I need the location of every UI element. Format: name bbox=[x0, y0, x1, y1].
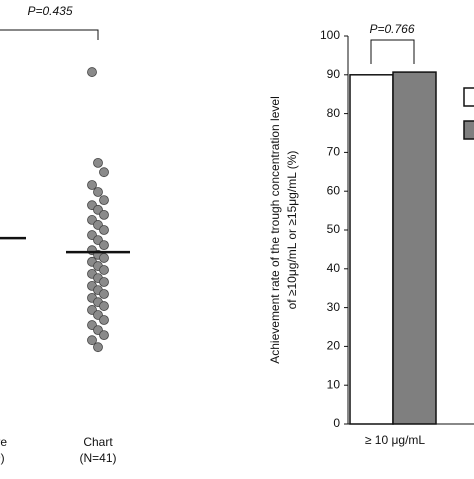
data-point bbox=[93, 157, 103, 168]
y-tick-label: 20 bbox=[327, 339, 341, 353]
y-tick-label: 0 bbox=[333, 416, 340, 430]
y-tick-label: 30 bbox=[327, 300, 341, 314]
data-point bbox=[99, 301, 109, 311]
data-point bbox=[99, 225, 109, 235]
data-point bbox=[87, 335, 97, 346]
data-point bbox=[99, 265, 109, 275]
data-point bbox=[99, 240, 109, 251]
y-axis-label: Achievement rate of the trough concentra… bbox=[268, 96, 282, 364]
y-tick-label: 10 bbox=[327, 377, 341, 391]
legend-swatch bbox=[463, 87, 474, 107]
legend-swatch bbox=[463, 120, 474, 140]
data-point bbox=[99, 209, 109, 220]
data-point bbox=[99, 315, 109, 325]
y-tick-label: 80 bbox=[327, 106, 341, 120]
data-point bbox=[99, 277, 109, 287]
y-tick-label: 100 bbox=[320, 28, 340, 42]
y-tick-label: 70 bbox=[327, 145, 341, 159]
x-tick-label: Chart bbox=[83, 435, 113, 449]
data-point bbox=[93, 187, 103, 197]
data-point bbox=[99, 253, 109, 263]
bar bbox=[392, 71, 437, 425]
x-tick-label: (39) bbox=[0, 451, 5, 465]
p-value: P=0.766 bbox=[369, 22, 414, 36]
x-tick-label: ware bbox=[0, 435, 7, 449]
y-tick-label: 60 bbox=[327, 183, 341, 197]
data-point bbox=[99, 330, 109, 341]
data-point bbox=[99, 289, 109, 299]
bar bbox=[349, 74, 394, 425]
data-point bbox=[93, 342, 103, 353]
data-point bbox=[87, 67, 97, 77]
bracket bbox=[0, 29, 99, 40]
p-value: P=0.435 bbox=[27, 4, 72, 18]
data-point bbox=[99, 195, 109, 206]
bracket bbox=[370, 39, 415, 64]
data-point bbox=[87, 180, 97, 190]
data-point bbox=[99, 167, 109, 178]
y-tick-label: 40 bbox=[327, 261, 341, 275]
x-tick-label: (N=41) bbox=[79, 451, 116, 465]
y-tick-label: 50 bbox=[327, 222, 341, 236]
y-axis-label: of ≥10μg/mL or ≥15μg/mL (%) bbox=[285, 151, 299, 310]
x-tick-label: ≥ 10 μg/mL bbox=[365, 433, 426, 447]
y-tick-label: 90 bbox=[327, 67, 341, 81]
